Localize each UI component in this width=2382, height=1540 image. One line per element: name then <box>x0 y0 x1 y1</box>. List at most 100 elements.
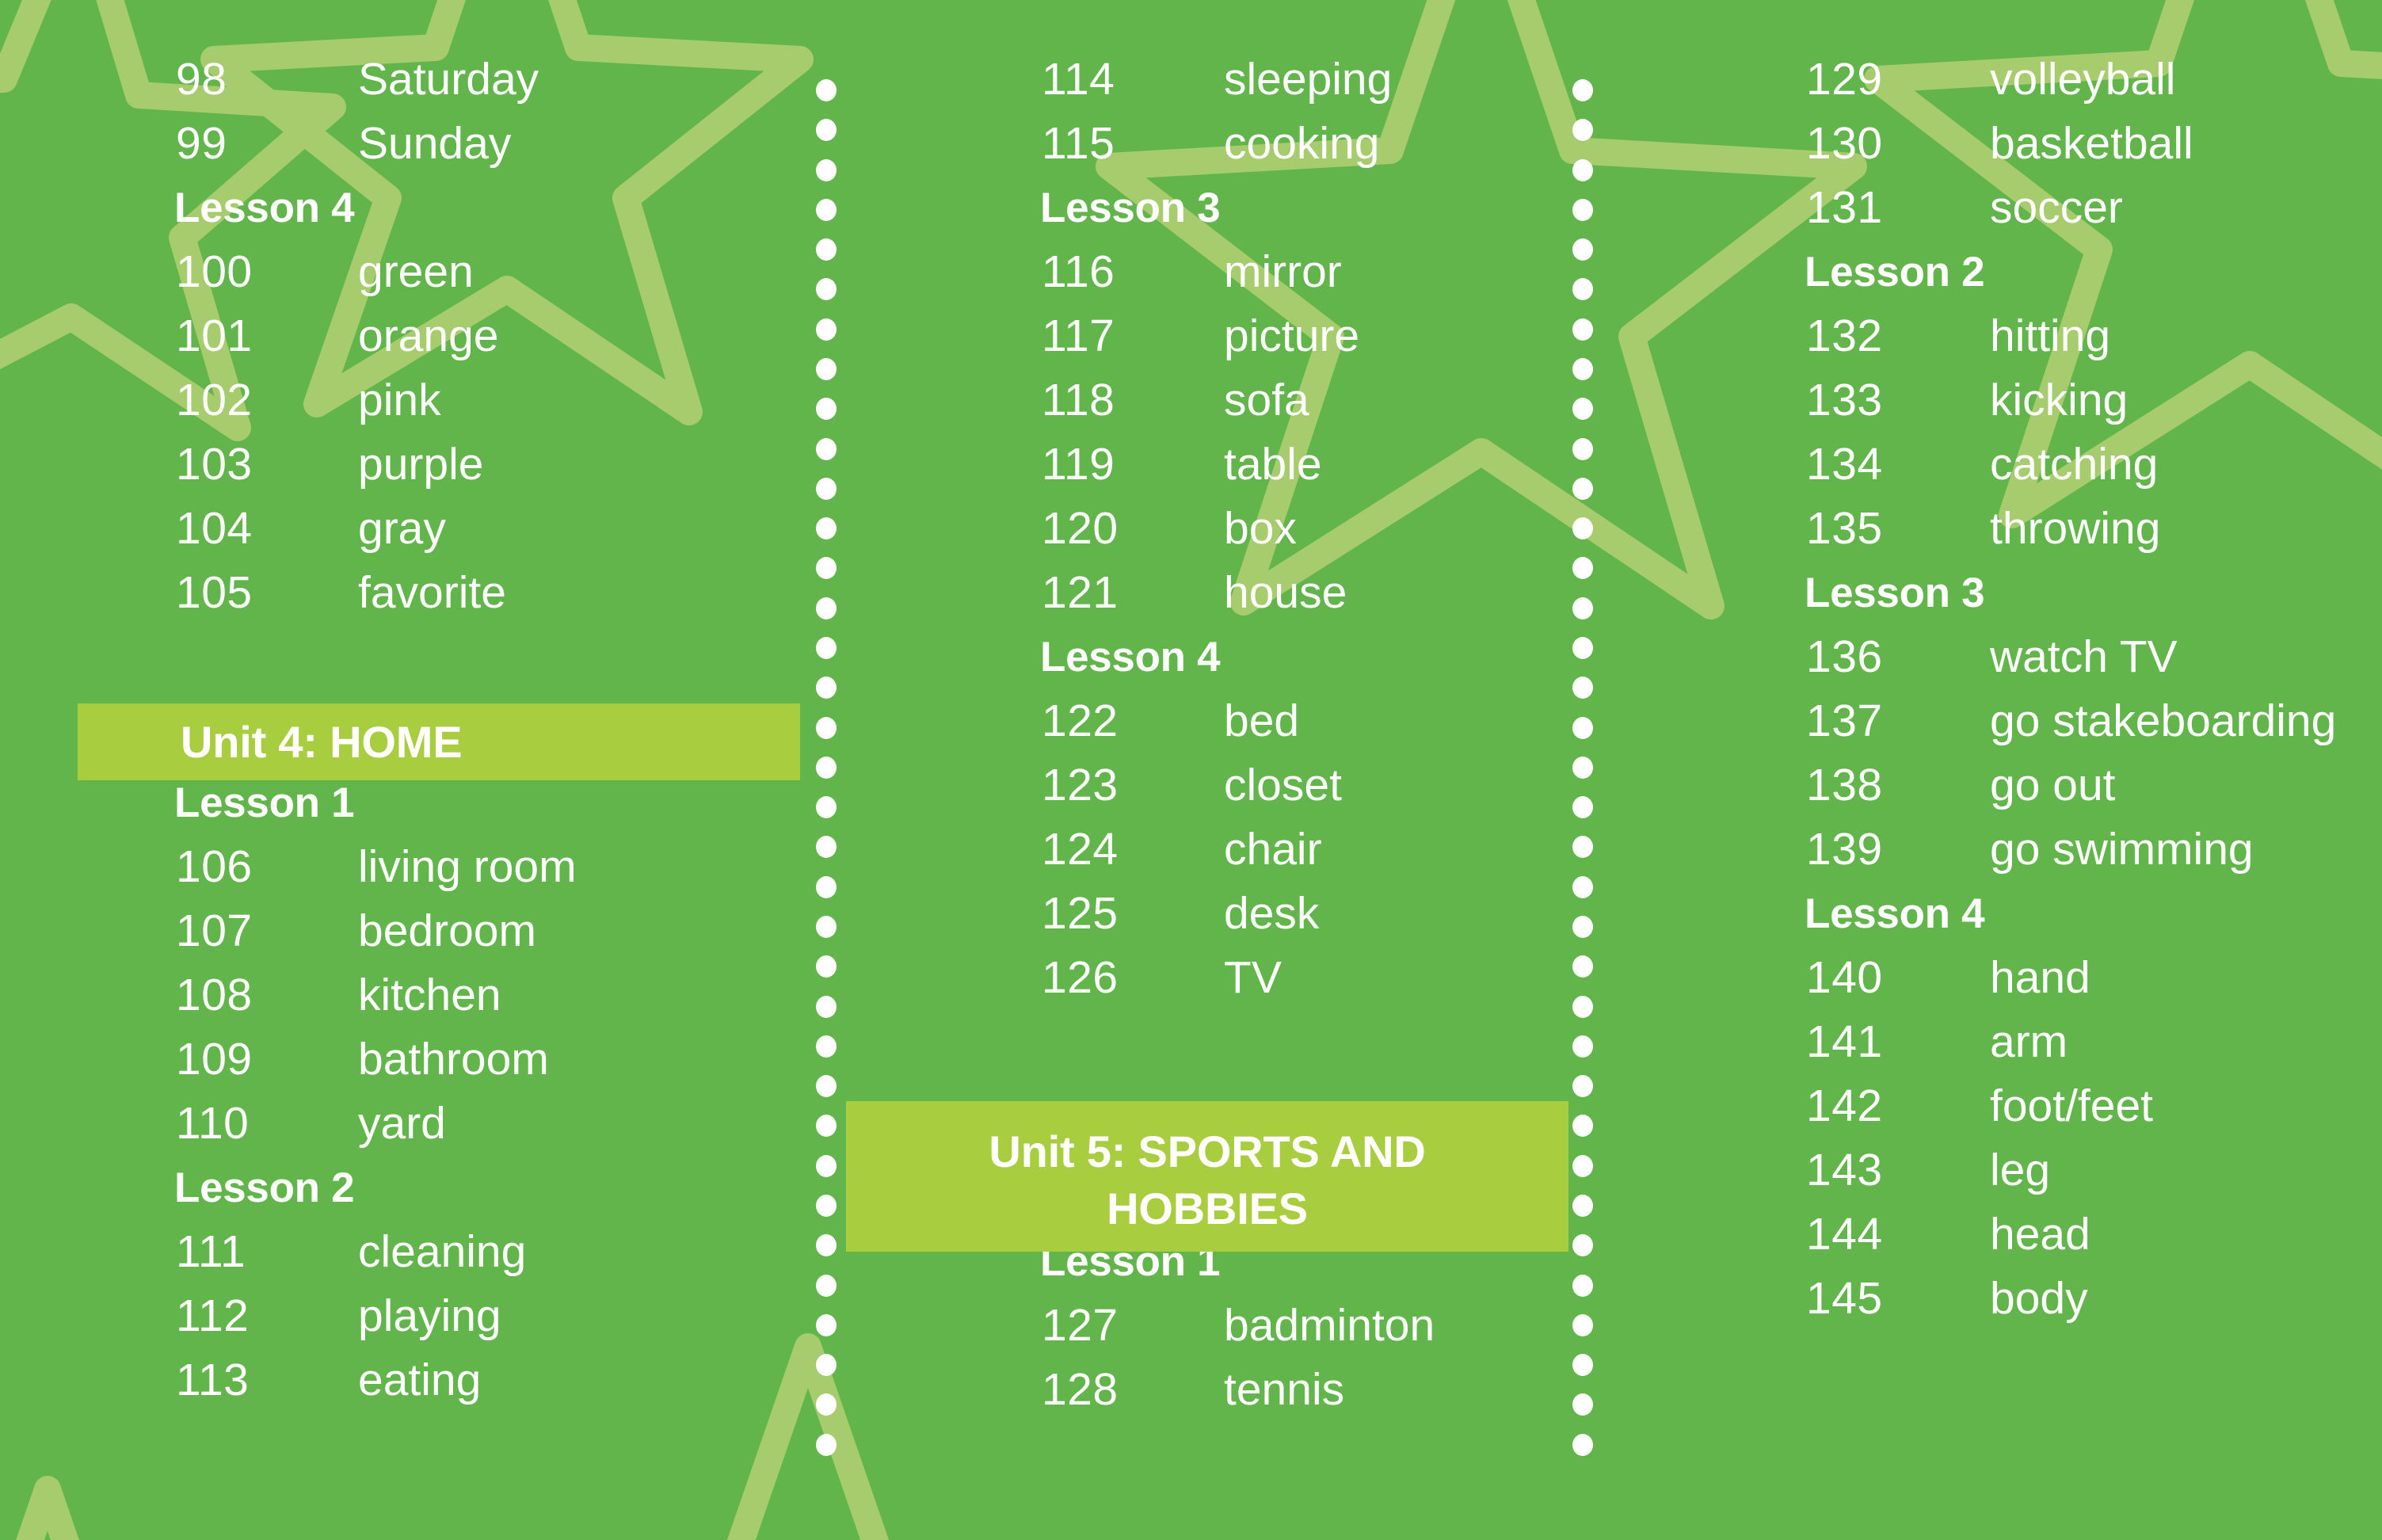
divider-dot-icon <box>816 278 837 300</box>
entry-number: 126 <box>1042 952 1119 1003</box>
divider-dot-icon <box>1572 1354 1593 1376</box>
entry-word: green <box>358 246 474 297</box>
entry-number: 136 <box>1806 631 1883 682</box>
entry-word: TV <box>1224 952 1282 1003</box>
entry-word: living room <box>358 841 577 892</box>
entry-word: foot/feet <box>1990 1081 2153 1131</box>
unit-banner-line: HOBBIES <box>1107 1184 1308 1233</box>
divider-dot-icon <box>1572 398 1593 420</box>
entry-number: 107 <box>176 905 253 956</box>
divider-dot-icon <box>816 517 837 539</box>
entry-number: 114 <box>1042 54 1115 105</box>
divider-dot-icon <box>1572 637 1593 659</box>
divider-dot-icon <box>1572 79 1593 101</box>
divider-dot-icon <box>816 398 837 420</box>
divider-dot-icon <box>1572 478 1593 500</box>
entry-word: playing <box>358 1290 501 1341</box>
entry-word: Saturday <box>358 54 539 105</box>
divider-dot-icon <box>816 996 837 1018</box>
divider-dot-icon <box>816 637 837 659</box>
entry-number: 122 <box>1042 696 1119 746</box>
entry-number: 137 <box>1806 696 1883 746</box>
entry-number: 121 <box>1042 567 1119 618</box>
entry-word: purple <box>358 439 484 490</box>
divider-dot-icon <box>816 1354 837 1376</box>
entry-word: orange <box>358 311 499 361</box>
entry-word: mirror <box>1224 246 1342 297</box>
divider-dot-icon <box>816 597 837 619</box>
entry-word: bathroom <box>358 1034 549 1084</box>
entry-number: 132 <box>1806 311 1883 361</box>
divider-dot-icon <box>1572 955 1593 978</box>
entry-number: 101 <box>176 311 253 361</box>
entry-word: bed <box>1224 696 1300 746</box>
divider-dot-icon <box>1572 199 1593 221</box>
divider-dot-icon <box>816 876 837 898</box>
entry-number: 111 <box>176 1226 246 1277</box>
divider-dot-icon <box>816 438 837 460</box>
divider-dot-icon <box>1572 836 1593 858</box>
divider-dot-icon <box>1572 717 1593 739</box>
entry-number: 141 <box>1806 1016 1883 1067</box>
entry-number: 118 <box>1042 375 1115 425</box>
entry-number: 99 <box>176 118 227 169</box>
unit-banner-line: Unit 5: SPORTS AND <box>989 1126 1426 1176</box>
entry-number: 110 <box>176 1098 250 1149</box>
divider-dot-icon <box>1572 159 1593 181</box>
entry-number: 142 <box>1806 1081 1883 1131</box>
entry-word: cooking <box>1224 118 1380 169</box>
lesson-heading: Lesson 3 <box>1040 185 1221 231</box>
entry-number: 133 <box>1806 375 1883 425</box>
unit-banner-unit-4: Unit 4: HOME <box>78 703 800 780</box>
entry-number: 127 <box>1042 1300 1119 1351</box>
divider-dot-icon <box>816 159 837 181</box>
divider-dot-icon <box>816 1434 837 1456</box>
entry-number: 138 <box>1806 760 1883 810</box>
entry-number: 104 <box>176 503 253 554</box>
vocabulary-column-3: 129 volleyball 130 basketball 131 soccer Lesso… <box>1648 0 2382 1540</box>
unit-banner-line: Unit 4: HOME <box>181 717 463 767</box>
entry-word: table <box>1224 439 1322 490</box>
entry-word: soccer <box>1990 182 2123 233</box>
entry-word: closet <box>1224 760 1342 810</box>
entry-word: desk <box>1224 888 1320 939</box>
entry-number: 130 <box>1806 118 1883 169</box>
divider-dot-icon <box>1572 358 1593 380</box>
divider-dot-icon <box>1572 1434 1593 1456</box>
entry-number: 117 <box>1042 311 1115 361</box>
divider-dot-icon <box>1572 1075 1593 1097</box>
entry-number: 106 <box>176 841 253 892</box>
entry-number: 113 <box>176 1355 250 1405</box>
entry-word: arm <box>1990 1016 2068 1067</box>
entry-number: 129 <box>1806 54 1883 105</box>
entry-word: picture <box>1224 311 1360 361</box>
entry-word: watch TV <box>1990 631 2178 682</box>
dotted-divider-left <box>816 79 837 1473</box>
entry-word: catching <box>1990 439 2159 490</box>
entry-word: hitting <box>1990 311 2111 361</box>
divider-dot-icon <box>1572 318 1593 341</box>
entry-number: 124 <box>1042 824 1119 875</box>
divider-dot-icon <box>1572 119 1593 141</box>
divider-dot-icon <box>1572 238 1593 261</box>
entry-word: box <box>1224 503 1297 554</box>
divider-dot-icon <box>816 1275 837 1297</box>
divider-dot-icon <box>816 1035 837 1058</box>
entry-number: 119 <box>1042 439 1115 490</box>
entry-number: 100 <box>176 246 253 297</box>
entry-number: 143 <box>1806 1145 1883 1195</box>
divider-dot-icon <box>816 1195 837 1217</box>
divider-dot-icon <box>1572 876 1593 898</box>
divider-dot-icon <box>1572 796 1593 818</box>
entry-word: head <box>1990 1209 2090 1260</box>
divider-dot-icon <box>1572 1393 1593 1416</box>
entry-word: kicking <box>1990 375 2129 425</box>
divider-dot-icon <box>816 955 837 978</box>
divider-dot-icon <box>1572 557 1593 579</box>
entry-number: 131 <box>1806 182 1883 233</box>
entry-number: 125 <box>1042 888 1119 939</box>
divider-dot-icon <box>1572 1234 1593 1256</box>
entry-word: Sunday <box>358 118 512 169</box>
entry-number: 115 <box>1042 118 1115 169</box>
